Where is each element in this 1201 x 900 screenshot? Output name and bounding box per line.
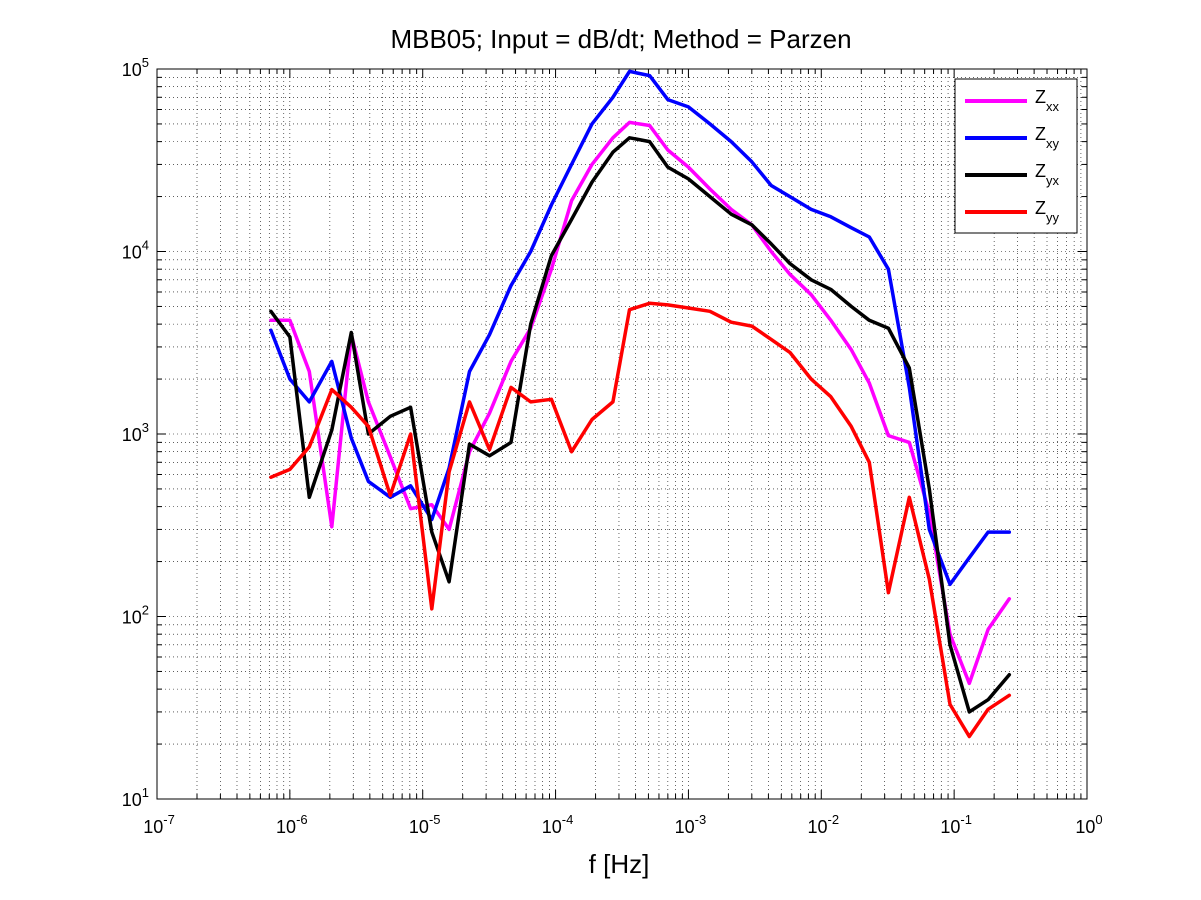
series-layer — [269, 69, 1012, 739]
x-tick-label: 10-7 — [143, 812, 175, 837]
x-tick-label: 10-2 — [807, 812, 839, 837]
y-tick-label: 103 — [122, 420, 149, 445]
x-tick-label: 10-6 — [276, 812, 308, 837]
x-tick-labels: 10-7 10-6 10-5 10-4 10-3 10-2 10-1 100 — [143, 812, 1102, 837]
legend-label-yy: Zyy — [1035, 198, 1060, 225]
axis-ticks — [156, 68, 1088, 800]
y-tick-label: 101 — [122, 785, 149, 810]
x-tick-label: 10-5 — [409, 812, 441, 837]
axes-frame — [156, 68, 1088, 800]
axes-border — [156, 68, 1088, 800]
y-tick-label: 105 — [122, 55, 149, 80]
y-tick-label: 102 — [122, 603, 149, 628]
y-tick-label: 104 — [122, 238, 149, 263]
series-line-yy — [269, 301, 1012, 739]
x-tick-label: 10-3 — [675, 812, 707, 837]
series-line-yx — [269, 136, 1012, 714]
series-line-xy — [269, 69, 1012, 587]
legend-box — [954, 78, 1078, 234]
x-tick-label: 10-4 — [542, 812, 574, 837]
y-tick-labels: 101 102 103 104 105 — [122, 55, 149, 810]
chart-title: MBB05; Input = dB/dt; Method = Parzen — [390, 24, 851, 54]
x-tick-label: 10-1 — [940, 812, 972, 837]
series-line-xx — [269, 120, 1012, 686]
legend-label-yx: Zyx — [1035, 161, 1060, 188]
legend-label-xx: Zxx — [1035, 87, 1060, 114]
legend: Zxx Zxy Zyx Zyy — [954, 78, 1078, 234]
x-axis-label: f [Hz] — [589, 849, 650, 879]
legend-label-xy: Zxy — [1035, 124, 1060, 151]
x-tick-label: 100 — [1075, 812, 1102, 837]
